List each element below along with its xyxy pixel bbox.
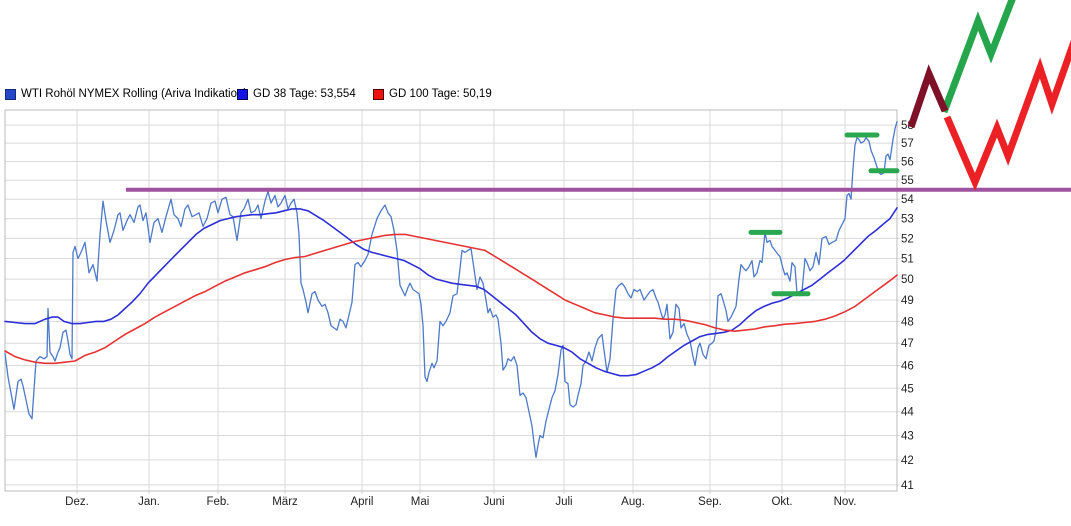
y-axis-tick-label: 44	[901, 407, 914, 419]
legend-label-gd38: GD 38 Tage: 53,554	[253, 88, 356, 100]
x-axis-month-label: Aug.	[621, 496, 645, 508]
deco_green-zigzag-decoration	[940, 0, 1016, 114]
y-axis-tick-label: 54	[901, 194, 914, 206]
legend-label-price: WTI Rohöl NYMEX Rolling (Ariva Indikatio…	[21, 88, 248, 100]
deco_maroon-zigzag-decoration	[907, 64, 949, 129]
y-axis-tick-label: 53	[901, 214, 914, 226]
x-axis-month-label: Dez.	[65, 496, 89, 508]
y-axis-tick-label: 55	[901, 175, 914, 187]
x-axis-month-label: April	[350, 496, 373, 508]
x-axis-month-label: Juli	[555, 496, 572, 508]
gd38-line	[4, 207, 898, 377]
legend-item-price: WTI Rohöl NYMEX Rolling (Ariva Indikatio…	[5, 87, 247, 101]
y-axis-tick-label: 46	[901, 361, 914, 373]
x-axis-month-label: Juni	[483, 496, 504, 508]
deco_red-zigzag-decoration	[943, 39, 1071, 192]
y-axis-tick-label: 52	[901, 233, 914, 245]
y-axis-tick-label: 50	[901, 274, 914, 286]
x-axis-month-label: Okt.	[771, 496, 792, 508]
y-axis-tick-label: 48	[901, 316, 914, 328]
plot-border	[4, 109, 898, 492]
y-axis-tick-label: 56	[901, 157, 914, 169]
y-axis-tick-label: 41	[901, 480, 914, 492]
x-axis-month-label: Feb.	[206, 496, 229, 508]
y-axis-tick-label: 57	[901, 138, 914, 150]
x-axis-month-label: Sep.	[698, 496, 722, 508]
x-axis-month-label: Jan.	[138, 496, 160, 508]
x-axis-month-label: Nov.	[834, 496, 857, 508]
y-axis-tick-label: 51	[901, 254, 914, 266]
y-axis-tick-label: 45	[901, 383, 914, 395]
x-axis-month-label: Mai	[411, 496, 430, 508]
price-series-swatch-icon	[5, 88, 16, 100]
y-axis-tick-label: 49	[901, 295, 914, 307]
legend-label-gd100: GD 100 Tage: 50,19	[389, 88, 492, 100]
legend-item-gd38: GD 38 Tage: 53,554	[237, 87, 356, 101]
x-axis-month-label: März	[272, 496, 298, 508]
gd38-series-swatch-icon	[237, 88, 248, 100]
price-line	[4, 120, 898, 459]
gd100-series-swatch-icon	[373, 88, 384, 100]
y-axis-tick-label: 47	[901, 338, 914, 350]
legend-item-gd100: GD 100 Tage: 50,19	[373, 87, 492, 101]
chart-legend: WTI Rohöl NYMEX Rolling (Ariva Indikatio…	[0, 87, 1071, 103]
y-axis-tick-label: 43	[901, 431, 914, 443]
y-axis-tick-label: 42	[901, 455, 914, 467]
gd100-line	[4, 233, 898, 365]
